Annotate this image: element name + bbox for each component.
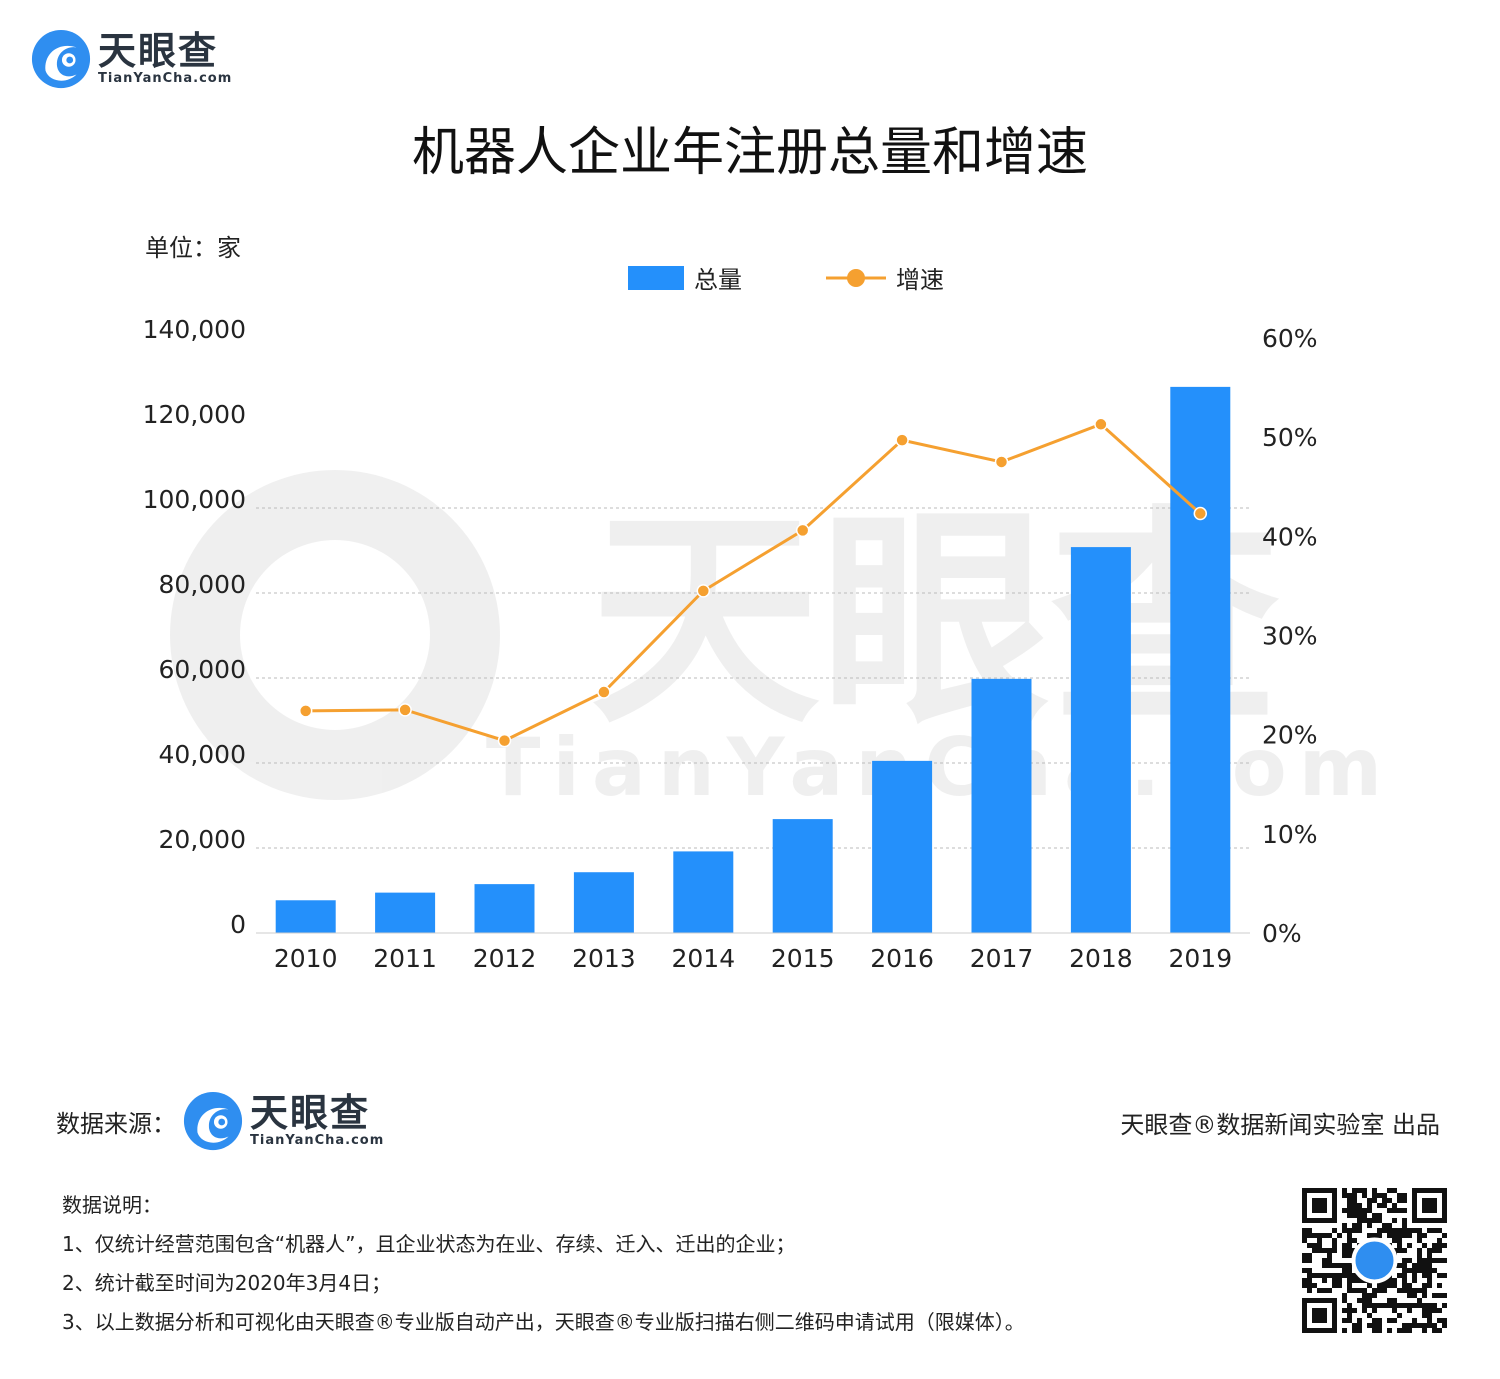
unit-label: 单位：家 — [145, 234, 241, 262]
y-right-tick-label: 50% — [1262, 423, 1318, 452]
watermark-domain: TianYanCha.com — [486, 721, 1394, 814]
chart-canvas: 天眼查 TianYanCha.com 0 20,000 40,000 60,000 80… — [143, 315, 1394, 973]
brand-name: 天眼查 — [250, 1091, 371, 1135]
legend-item-growth: 增速 — [826, 260, 944, 295]
credit-line: 天眼查®数据新闻实验室 出品 — [1120, 1111, 1440, 1139]
x-tick-label: 2019 — [1168, 944, 1232, 973]
growth-point — [597, 685, 611, 699]
growth-point — [398, 703, 412, 717]
x-tick-label: 2012 — [473, 944, 537, 973]
notes-title: 数据说明： — [62, 1193, 162, 1217]
bar — [474, 884, 535, 933]
y-left-tick-label: 140,000 — [143, 315, 246, 344]
y-left-tick-label: 100,000 — [143, 485, 246, 514]
y-left-tick-label: 60,000 — [159, 655, 246, 684]
source-label: 数据来源： — [56, 1109, 176, 1138]
bar — [275, 900, 336, 933]
y-left-tick-label: 20,000 — [159, 825, 246, 854]
x-tick-label: 2014 — [671, 944, 735, 973]
legend-item-total: 总量 — [628, 260, 742, 295]
bar — [1170, 386, 1231, 933]
watermark: 天眼查 TianYanCha.com — [170, 470, 1394, 814]
bar — [375, 892, 436, 933]
x-tick-label: 2018 — [1069, 944, 1133, 973]
growth-point — [497, 733, 512, 748]
y-right-tick-label: 60% — [1262, 324, 1318, 353]
x-tick-label: 2016 — [870, 944, 934, 973]
x-tick-label: 2015 — [771, 944, 835, 973]
growth-point — [1193, 506, 1208, 521]
growth-point — [994, 455, 1009, 469]
growth-point — [795, 523, 810, 538]
legend-line-swatch — [826, 268, 886, 287]
note-item: 3、以上数据分析和可视化由天眼查®专业版自动产出，天眼查®专业版扫描右侧二维码申… — [62, 1310, 1025, 1334]
growth-line — [298, 417, 1208, 748]
x-tick-label: 2017 — [970, 944, 1034, 973]
bar — [573, 872, 634, 933]
data-notes: 数据说明： 1、仅统计经营范围包含“机器人”，且企业状态为在业、存续、迁入、迁出… — [62, 1186, 1025, 1342]
y-right-tick-label: 0% — [1262, 919, 1302, 948]
axes: 0 20,000 40,000 60,000 80,000 100,000 120,000 1… — [143, 315, 1318, 973]
x-tick-label: 2013 — [572, 944, 636, 973]
brand-domain: TianYanCha.com — [250, 1133, 385, 1148]
growth-point — [1094, 417, 1108, 432]
bar — [1070, 547, 1131, 933]
tianyancha-logo-icon — [183, 1091, 243, 1151]
brand-domain: TianYanCha.com — [98, 71, 233, 86]
y-left-tick-label: 40,000 — [159, 740, 246, 769]
y-right-tick-label: 20% — [1262, 721, 1318, 750]
brand-logo: 天眼查 TianYanCha.com — [30, 28, 232, 90]
bar — [872, 760, 933, 933]
y-right-tick-label: 30% — [1262, 622, 1318, 651]
brand-name: 天眼查 — [98, 29, 219, 73]
qr-code-icon — [1302, 1188, 1447, 1333]
x-tick-label: 2010 — [274, 944, 338, 973]
chart-title: 机器人企业年注册总量和增速 — [411, 123, 1088, 183]
note-item: 1、仅统计经营范围包含“机器人”，且企业状态为在业、存续、迁入、迁出的企业； — [62, 1232, 796, 1256]
legend-growth-label: 增速 — [896, 266, 944, 294]
growth-point — [298, 704, 313, 718]
bar — [772, 819, 833, 933]
bar — [673, 851, 734, 933]
growth-point — [696, 584, 711, 598]
watermark-name: 天眼查 — [590, 488, 1280, 755]
y-left-tick-label: 80,000 — [159, 570, 246, 599]
y-left-tick-label: 120,000 — [143, 400, 246, 429]
y-right-tick-label: 40% — [1262, 522, 1318, 551]
bars — [275, 386, 1231, 933]
bar — [971, 678, 1032, 933]
note-item: 2、统计截至时间为2020年3月4日； — [62, 1271, 392, 1295]
x-tick-label: 2011 — [373, 944, 437, 973]
tianyancha-logo-icon — [31, 29, 91, 89]
growth-line-path — [305, 422, 1202, 743]
growth-point — [895, 433, 909, 447]
legend-total-label: 总量 — [694, 266, 742, 294]
y-left-tick-label: 0 — [230, 910, 246, 939]
y-right-tick-label: 10% — [1262, 820, 1318, 849]
data-source: 数据来源： 天眼查 TianYanCha.com — [56, 1090, 384, 1152]
legend-bar-swatch — [628, 265, 684, 290]
